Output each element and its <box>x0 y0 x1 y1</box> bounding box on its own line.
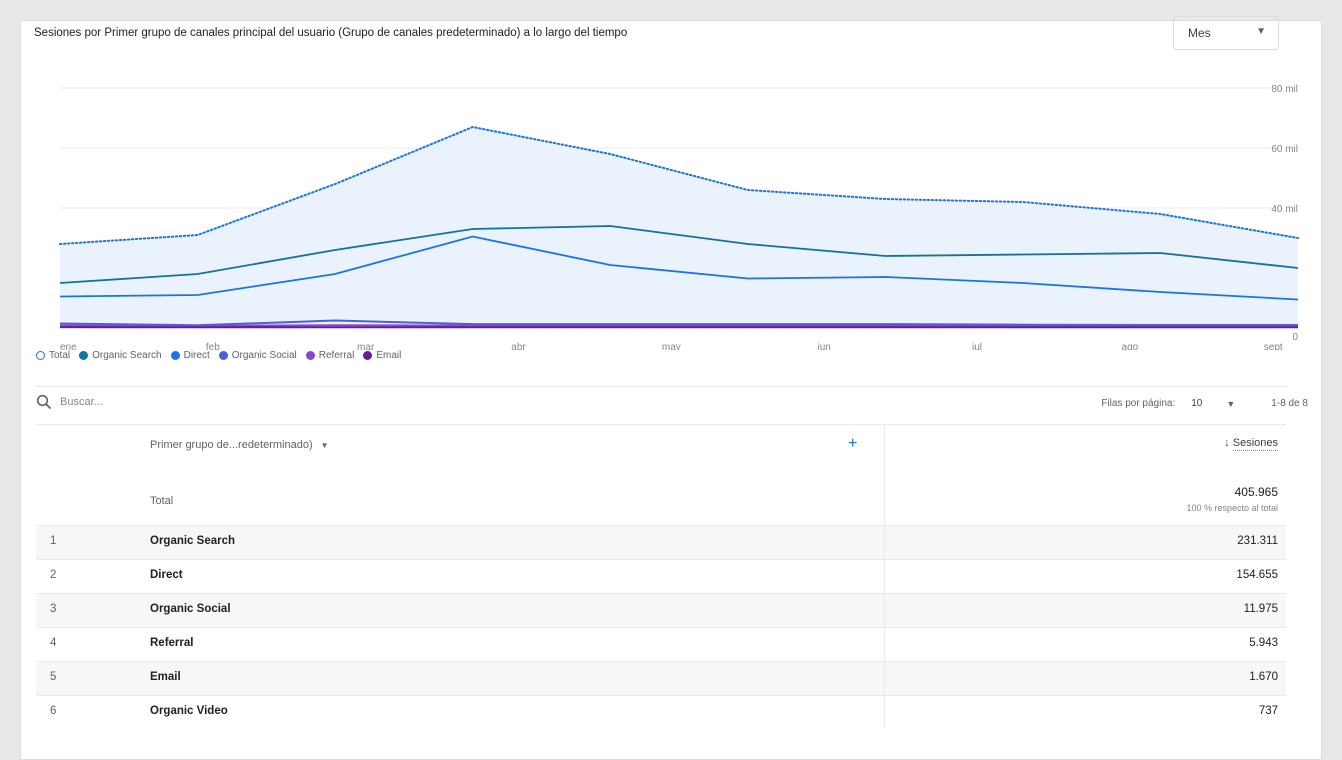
series-total-area <box>60 127 1298 328</box>
search-icon <box>36 394 52 410</box>
x-tick-label: ene <box>60 342 77 350</box>
table-header: Primer grupo de...redeterminado) ▼ + ↓ S… <box>36 424 1286 525</box>
total-subtext: 100 % respecto al total <box>1186 503 1278 513</box>
x-tick-label: jun <box>817 342 831 350</box>
sessions-value: 231.311 <box>1237 535 1278 547</box>
row-index: 6 <box>50 705 56 717</box>
chart-legend: Total Organic Search Direct Organic Social R… <box>36 350 401 361</box>
legend-label: Organic Search <box>92 350 161 361</box>
x-tick-label: abr <box>511 342 526 350</box>
legend-label: Organic Social <box>232 350 297 361</box>
table-row[interactable]: 4 Referral 5.943 <box>36 627 1286 661</box>
legend-item[interactable]: Total <box>36 350 70 361</box>
legend-item[interactable]: Email <box>363 350 401 361</box>
y-tick-label: 40 mil <box>1271 204 1298 215</box>
row-index: 1 <box>50 535 56 547</box>
rows-per-page-select[interactable]: 10 <box>1191 398 1202 409</box>
x-tick-label: mar <box>357 342 375 350</box>
x-tick-label: ago <box>1122 342 1139 350</box>
sessions-value: 5.943 <box>1249 637 1278 649</box>
table-row[interactable]: 3 Organic Social 11.975 <box>36 593 1286 627</box>
legend-label: Direct <box>184 350 210 361</box>
channel-name[interactable]: Referral <box>150 637 193 649</box>
channel-name[interactable]: Organic Video <box>150 705 228 717</box>
chevron-down-icon[interactable]: ▼ <box>1226 399 1235 409</box>
row-index: 4 <box>50 637 56 649</box>
x-tick-label: feb <box>206 342 220 350</box>
sessions-header-label: Sesiones <box>1233 437 1278 451</box>
sessions-header[interactable]: ↓ Sesiones <box>1224 437 1278 449</box>
series-referral-line <box>60 325 1298 326</box>
pagination: Filas por página: 10 ▼ 1-8 de 8 <box>1101 398 1308 409</box>
table-row[interactable]: 5 Email 1.670 <box>36 661 1286 695</box>
page-range: 1-8 de 8 <box>1271 398 1308 409</box>
total-value: 405.965 <box>1235 485 1278 499</box>
sessions-value: 154.655 <box>1236 569 1278 581</box>
y-tick-label: 0 <box>1292 332 1298 343</box>
arrow-down-icon: ↓ <box>1224 437 1230 449</box>
legend-dot <box>79 351 88 360</box>
legend-dot <box>219 351 228 360</box>
data-table: Primer grupo de...redeterminado) ▼ + ↓ S… <box>36 424 1286 729</box>
legend-item[interactable]: Organic Search <box>79 350 161 361</box>
sessions-value: 737 <box>1259 705 1278 717</box>
legend-item[interactable]: Direct <box>171 350 210 361</box>
channel-name[interactable]: Email <box>150 671 181 683</box>
x-tick-label: may <box>662 342 681 350</box>
legend-dot <box>306 351 315 360</box>
legend-item[interactable]: Referral <box>306 350 355 361</box>
y-tick-label: 80 mil <box>1271 84 1298 95</box>
row-index: 2 <box>50 569 56 581</box>
table-row[interactable]: 6 Organic Video 737 <box>36 695 1286 729</box>
divider <box>36 386 1286 387</box>
total-label: Total <box>150 495 173 507</box>
dimension-header[interactable]: Primer grupo de...redeterminado) ▼ <box>150 439 329 451</box>
y-tick-label: 60 mil <box>1271 144 1298 155</box>
legend-label: Total <box>49 350 70 361</box>
legend-label: Referral <box>319 350 355 361</box>
sessions-value: 1.670 <box>1249 671 1278 683</box>
add-dimension-button[interactable]: + <box>848 435 857 453</box>
channel-name[interactable]: Organic Search <box>150 535 235 547</box>
search-box[interactable]: Buscar... <box>36 394 103 410</box>
search-input[interactable]: Buscar... <box>60 396 103 408</box>
dimension-header-label: Primer grupo de...redeterminado) <box>150 439 313 451</box>
row-index: 3 <box>50 603 56 615</box>
x-tick-label: jul <box>971 342 982 350</box>
legend-dot <box>171 351 180 360</box>
legend-dot <box>363 351 372 360</box>
row-index: 5 <box>50 671 56 683</box>
x-tick-label: sept <box>1264 342 1283 350</box>
rows-per-page-label: Filas por página: <box>1101 398 1175 409</box>
channel-name[interactable]: Direct <box>150 569 183 581</box>
table-row[interactable]: 1 Organic Search 231.311 <box>36 525 1286 559</box>
channel-name[interactable]: Organic Social <box>150 603 231 615</box>
legend-item[interactable]: Organic Social <box>219 350 297 361</box>
sessions-value: 11.975 <box>1244 603 1278 615</box>
legend-label: Email <box>376 350 401 361</box>
legend-dot <box>36 351 45 360</box>
chevron-down-icon: ▼ <box>321 441 329 451</box>
table-row[interactable]: 2 Direct 154.655 <box>36 559 1286 593</box>
